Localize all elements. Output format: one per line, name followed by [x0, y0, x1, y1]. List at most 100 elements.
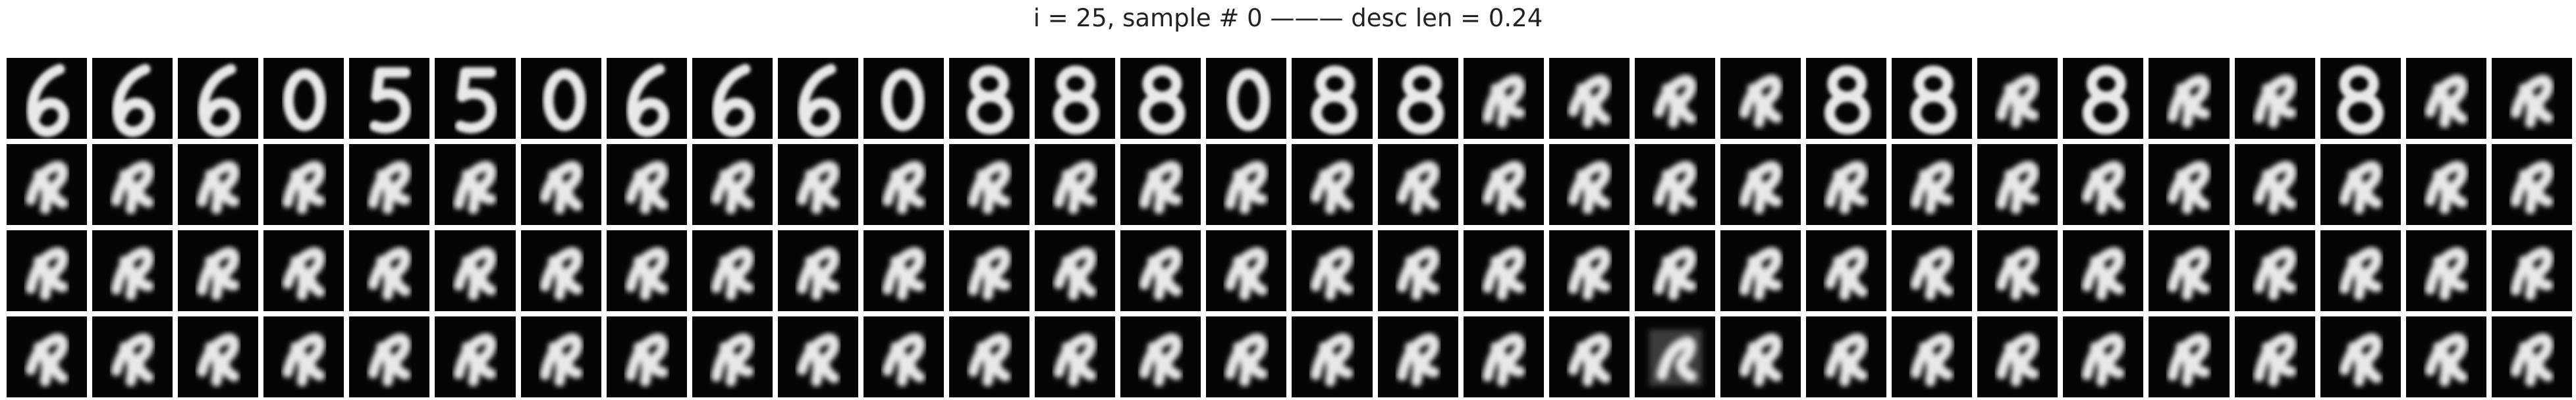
sample-image-r3-c21	[1720, 230, 1801, 311]
sample-image-r3-c14	[1120, 230, 1201, 311]
sample-image-r4-c18	[1463, 316, 1544, 397]
sample-image-r4-c27	[2234, 316, 2315, 397]
sample-image-r4-c19	[1548, 316, 1630, 397]
sample-image-r4-c16	[1292, 316, 1373, 397]
sample-image-r1-c1	[7, 58, 88, 139]
sample-image-r3-c17	[1377, 230, 1458, 311]
sample-image-r2-c1	[7, 144, 88, 225]
sample-image-r3-c27	[2234, 230, 2315, 311]
sample-image-r2-c11	[863, 144, 945, 225]
sample-image-r1-c25	[2063, 58, 2144, 139]
sample-image-r1-c11	[863, 58, 945, 139]
sample-image-r3-c19	[1548, 230, 1630, 311]
sample-image-r1-c5	[349, 58, 430, 139]
sample-image-r3-c4	[263, 230, 344, 311]
sample-image-r3-c13	[1035, 230, 1116, 311]
sample-image-r1-c6	[435, 58, 516, 139]
sample-image-r2-c7	[520, 144, 601, 225]
sample-image-r2-c18	[1463, 144, 1544, 225]
sample-image-r4-c29	[2405, 316, 2486, 397]
sample-image-r3-c20	[1634, 230, 1715, 311]
sample-image-r4-c12	[949, 316, 1030, 397]
sample-image-r4-c17	[1377, 316, 1458, 397]
sample-image-r2-c22	[1806, 144, 1887, 225]
sample-image-r1-c4	[263, 58, 344, 139]
sample-image-r2-c4	[263, 144, 344, 225]
sample-image-r3-c12	[949, 230, 1030, 311]
sample-image-r1-c30	[2491, 58, 2572, 139]
sample-image-r4-c4	[263, 316, 344, 397]
sample-image-r4-c30	[2491, 316, 2572, 397]
sample-image-r2-c10	[777, 144, 858, 225]
sample-image-r1-c10	[777, 58, 858, 139]
sample-image-r1-c2	[92, 58, 173, 139]
sample-image-r4-c6	[435, 316, 516, 397]
sample-image-r4-c20	[1634, 316, 1715, 397]
sample-image-r1-c23	[1892, 58, 1973, 139]
sample-image-r2-c25	[2063, 144, 2144, 225]
sample-image-r2-c15	[1206, 144, 1287, 225]
sample-image-r2-c24	[1977, 144, 2058, 225]
sample-image-r1-c24	[1977, 58, 2058, 139]
sample-image-r1-c27	[2234, 58, 2315, 139]
sample-image-r4-c15	[1206, 316, 1287, 397]
sample-image-r2-c12	[949, 144, 1030, 225]
sample-image-r3-c29	[2405, 230, 2486, 311]
sample-image-r2-c3	[178, 144, 259, 225]
sample-image-r4-c11	[863, 316, 945, 397]
sample-image-r3-c1	[7, 230, 88, 311]
sample-image-r1-c16	[1292, 58, 1373, 139]
sample-image-r4-c8	[606, 316, 687, 397]
sample-image-grid	[7, 58, 2572, 397]
sample-image-r2-c27	[2234, 144, 2315, 225]
sample-image-r3-c8	[606, 230, 687, 311]
sample-image-r4-c24	[1977, 316, 2058, 397]
sample-image-r4-c23	[1892, 316, 1973, 397]
sample-image-r2-c26	[2149, 144, 2230, 225]
sample-image-r1-c20	[1634, 58, 1715, 139]
sample-image-r2-c6	[435, 144, 516, 225]
sample-image-r4-c28	[2320, 316, 2401, 397]
sample-image-r3-c30	[2491, 230, 2572, 311]
sample-image-r1-c3	[178, 58, 259, 139]
sample-image-r2-c2	[92, 144, 173, 225]
sample-image-r3-c11	[863, 230, 945, 311]
sample-image-r2-c8	[606, 144, 687, 225]
sample-image-r4-c7	[520, 316, 601, 397]
sample-image-r4-c22	[1806, 316, 1887, 397]
sample-image-r2-c29	[2405, 144, 2486, 225]
sample-image-r2-c30	[2491, 144, 2572, 225]
sample-image-r4-c5	[349, 316, 430, 397]
sample-image-r4-c2	[92, 316, 173, 397]
sample-image-r1-c28	[2320, 58, 2401, 139]
sample-image-r2-c16	[1292, 144, 1373, 225]
sample-image-r1-c22	[1806, 58, 1887, 139]
sample-image-r4-c9	[692, 316, 773, 397]
sample-image-r1-c17	[1377, 58, 1458, 139]
sample-image-r1-c26	[2149, 58, 2230, 139]
sample-image-r3-c5	[349, 230, 430, 311]
sample-image-r1-c9	[692, 58, 773, 139]
sample-image-r1-c14	[1120, 58, 1201, 139]
sample-image-r1-c29	[2405, 58, 2486, 139]
sample-image-r2-c23	[1892, 144, 1973, 225]
figure-title: i = 25, sample # 0 ——— desc len = 0.24	[1033, 4, 1543, 32]
sample-image-r1-c21	[1720, 58, 1801, 139]
sample-image-r4-c21	[1720, 316, 1801, 397]
sample-image-r3-c9	[692, 230, 773, 311]
sample-image-r3-c16	[1292, 230, 1373, 311]
sample-image-r3-c6	[435, 230, 516, 311]
sample-image-r2-c17	[1377, 144, 1458, 225]
sample-image-r3-c18	[1463, 230, 1544, 311]
sample-image-r3-c7	[520, 230, 601, 311]
sample-image-r4-c10	[777, 316, 858, 397]
sample-image-r2-c28	[2320, 144, 2401, 225]
sample-image-r3-c28	[2320, 230, 2401, 311]
sample-image-r3-c22	[1806, 230, 1887, 311]
sample-image-r2-c20	[1634, 144, 1715, 225]
sample-image-r2-c9	[692, 144, 773, 225]
sample-image-r2-c14	[1120, 144, 1201, 225]
sample-image-r1-c8	[606, 58, 687, 139]
sample-image-r3-c10	[777, 230, 858, 311]
